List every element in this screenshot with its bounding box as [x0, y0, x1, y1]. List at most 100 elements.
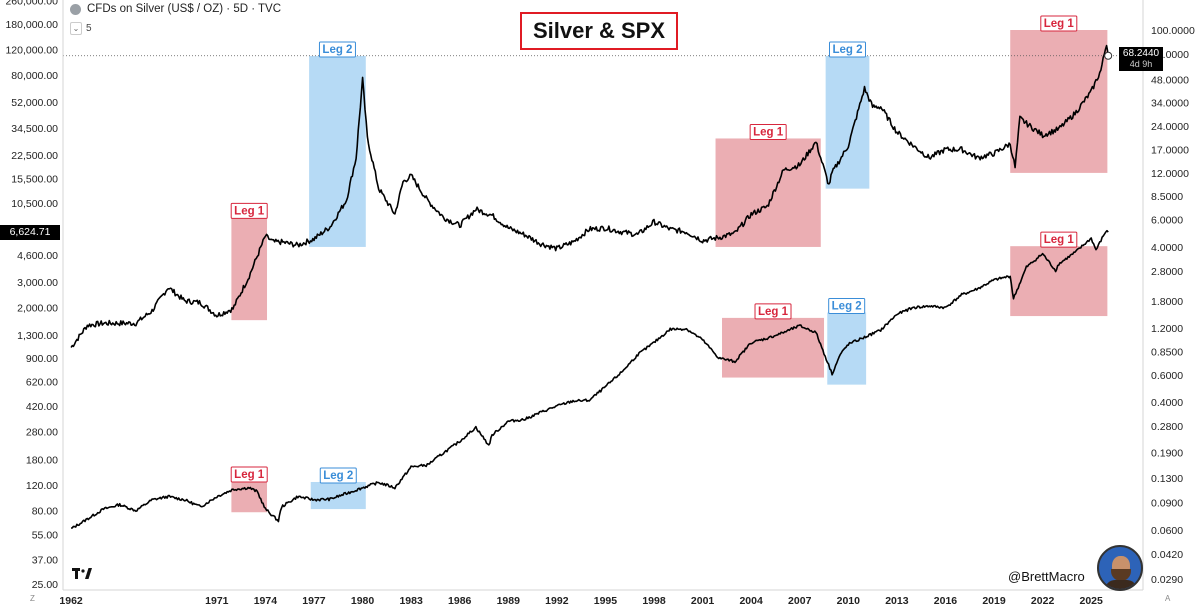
- series-lines: [63, 44, 1143, 529]
- left-axis-tick-label: 4,600.00: [17, 250, 58, 262]
- right-axis-tick-label: 0.2800: [1151, 421, 1183, 433]
- highlight-label-6: Leg 2: [323, 470, 353, 482]
- time-axis-tick-label: 2025: [1080, 595, 1104, 607]
- time-axis-tick-label: 2004: [739, 595, 763, 607]
- highlight-label-box-0: [230, 202, 268, 219]
- current-price-marker: [1104, 51, 1113, 60]
- highlight-label-0: Leg 1: [234, 205, 265, 217]
- auto-scale-toggle-right[interactable]: A: [1165, 594, 1171, 603]
- right-axis-tick-label: 12.0000: [1151, 168, 1189, 180]
- silver-line: [70, 44, 1109, 348]
- highlight-box-leg2-3: [825, 55, 870, 189]
- highlight-label-2: Leg 1: [753, 126, 784, 138]
- right-axis-tick-label: 17.0000: [1151, 144, 1189, 156]
- highlight-label-box-4: [1040, 15, 1078, 32]
- highlight-label-8: Leg 2: [832, 301, 862, 313]
- left-axis-tick-label: 120,000.00: [5, 44, 58, 56]
- left-axis-tick-label: 620.00: [26, 377, 58, 389]
- bar-countdown: 4d 9h: [1129, 59, 1153, 69]
- author-avatar: [1097, 545, 1143, 591]
- left-axis-tick-label: 260,000.00: [5, 0, 58, 8]
- time-axis-tick-label: 1980: [351, 595, 375, 607]
- tradingview-logo-icon: [72, 567, 92, 583]
- right-axis-tick-label: 0.0900: [1151, 498, 1183, 510]
- right-axis-tick-label: 0.8500: [1151, 346, 1183, 358]
- time-axis-tick-label: 2010: [837, 595, 861, 607]
- highlight-label-box-5: [230, 466, 268, 483]
- right-axis-tick-label: 0.0420: [1151, 549, 1183, 561]
- left-axis-tick-label: 180.00: [26, 455, 58, 467]
- highlight-label-3: Leg 2: [832, 44, 862, 56]
- time-axis-tick-label: 1977: [302, 595, 326, 607]
- time-axis-tick-label: 1989: [497, 595, 521, 607]
- highlight-boxes: [231, 30, 1108, 513]
- left-axis-tick-label: 37.00: [32, 554, 58, 566]
- time-axis-tick-label: 2001: [691, 595, 715, 607]
- right-axis-tick-label: 100.0000: [1151, 25, 1195, 37]
- left-axis-tick-label: 1,300.00: [17, 330, 58, 342]
- right-axis-tick-label: 24.0000: [1151, 121, 1189, 133]
- time-axis-tick-label: 2016: [934, 595, 958, 607]
- silver-symbol-icon: [70, 3, 81, 15]
- highlight-label-box-6: [319, 467, 357, 484]
- right-axis-tick-label: 8.5000: [1151, 191, 1183, 203]
- right-axis-tick-label: 0.1300: [1151, 473, 1183, 485]
- right-axis-tick-label: 0.1900: [1151, 447, 1183, 459]
- time-axis-tick-label: 2019: [982, 595, 1006, 607]
- spx-last-price-badge: 6,624.71: [0, 225, 60, 240]
- left-axis-tick-label: 280.00: [26, 427, 58, 439]
- right-axis-tick-label: 6.0000: [1151, 215, 1183, 227]
- right-axis-tick-label: 1.2000: [1151, 323, 1183, 335]
- time-axis-tick-label: 1998: [642, 595, 666, 607]
- time-axis-tick-label: 2007: [788, 595, 812, 607]
- time-axis-tick-label: 1983: [399, 595, 423, 607]
- highlight-labels: Leg 1 Leg 2 Leg 1 Leg 2 Leg 1 Leg 1 Leg 2 Leg 1…: [230, 15, 1078, 484]
- highlight-label-4: Leg 1: [1044, 18, 1075, 30]
- highlight-label-9: Leg 1: [1044, 234, 1075, 246]
- right-axis-tick-label: 0.0290: [1151, 574, 1183, 586]
- right-axis-tick-label: 0.4000: [1151, 397, 1183, 409]
- highlight-box-leg1-9: [1010, 246, 1108, 317]
- right-axis-tick-label: 0.6000: [1151, 370, 1183, 382]
- highlight-label-box-9: [1040, 231, 1078, 248]
- left-axis-tick-label: 34,500.00: [11, 123, 58, 135]
- silver-last-price-badge: 68.2440 4d 9h: [1119, 47, 1163, 71]
- symbol-header[interactable]: CFDs on Silver (US$ / OZ) · 5D · TVC: [70, 3, 281, 15]
- highlight-box-leg1-2: [715, 138, 821, 247]
- time-axis[interactable]: 1962 1971 1974 1977 1980 1983 1986 1989 1992 1995…: [59, 589, 1143, 607]
- time-axis-tick-label: 2022: [1031, 595, 1055, 607]
- time-axis-tick-label: 1962: [59, 595, 83, 607]
- left-axis-tick-label: 900.00: [26, 353, 58, 365]
- highlight-box-leg1-5: [231, 481, 268, 513]
- left-axis-tick-label: 15,500.00: [11, 174, 58, 186]
- highlight-label-box-3: [828, 41, 866, 58]
- left-price-axis[interactable]: 260,000.00 180,000.00 120,000.00 80,000.00 5…: [5, 0, 64, 591]
- left-axis-tick-label: 10,500.00: [11, 198, 58, 210]
- time-axis-tick-label: 1992: [545, 595, 569, 607]
- left-axis-tick-label: 3,000.00: [17, 277, 58, 289]
- highlight-label-5: Leg 1: [234, 469, 265, 481]
- author-handle: @BrettMacro: [1008, 569, 1085, 584]
- highlight-label-box-7: [754, 303, 792, 320]
- right-axis-tick-label: 0.0600: [1151, 525, 1183, 537]
- tradingview-logo-mark: [72, 568, 92, 579]
- right-price-axis[interactable]: 100.000070.000048.000034.000024.000017.0…: [1142, 0, 1195, 590]
- left-axis-tick-label: 52,000.00: [11, 97, 58, 109]
- indicator-toggle[interactable]: ⌄ 5: [70, 22, 92, 35]
- left-axis-tick-label: 25.00: [32, 579, 58, 591]
- right-axis-tick-label: 34.0000: [1151, 98, 1189, 110]
- silver-last-price: 68.2440: [1122, 48, 1160, 59]
- time-axis-tick-label: 2013: [885, 595, 909, 607]
- highlight-label-box-2: [749, 123, 787, 140]
- highlight-label-7: Leg 1: [758, 306, 789, 318]
- symbol-title: CFDs on Silver (US$ / OZ) · 5D · TVC: [87, 3, 282, 15]
- time-axis-tick-label: 1974: [254, 595, 278, 607]
- log-scale-toggle-left[interactable]: Z: [30, 594, 35, 603]
- right-axis-tick-label: 2.8000: [1151, 266, 1183, 278]
- left-axis-tick-label: 80.00: [32, 506, 58, 518]
- chart-title: Silver & SPX: [520, 12, 678, 50]
- highlight-box-leg1-7: [722, 317, 825, 378]
- left-axis-tick-label: 420.00: [26, 401, 58, 413]
- left-axis-tick-label: 80,000.00: [11, 70, 58, 82]
- left-axis-tick-label: 180,000.00: [5, 19, 58, 31]
